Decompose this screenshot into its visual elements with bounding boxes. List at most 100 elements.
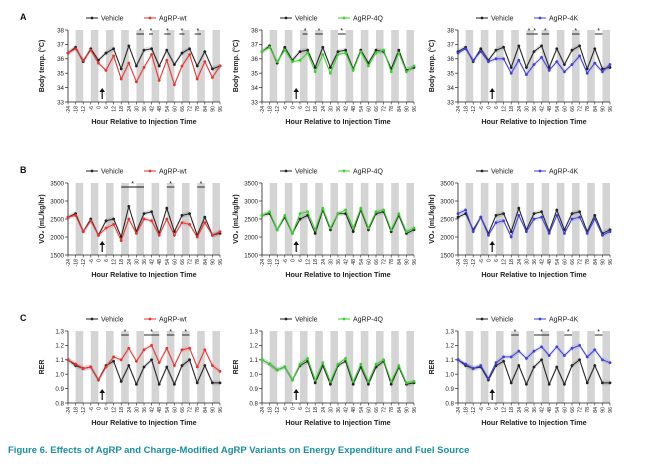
data-point: [336, 53, 340, 56]
figure-caption: Figure 6. Effects of AgRP and Charge-Mod…: [8, 445, 470, 456]
x-tick-label: 84: [397, 106, 403, 112]
data-point: [547, 382, 551, 386]
data-point: [74, 214, 77, 217]
dark-phase-band: [136, 331, 144, 403]
x-tick-label: 36: [142, 407, 148, 413]
x-tick-label: -18: [464, 106, 470, 114]
injection-arrow-head: [99, 88, 105, 92]
dark-phase-band: [197, 30, 205, 102]
dark-phase-band: [480, 30, 489, 102]
dark-phase-band: [284, 331, 293, 403]
x-tick-label: -6: [283, 407, 289, 412]
data-point: [283, 214, 287, 217]
x-tick-label: 18: [509, 407, 515, 413]
data-point: [211, 381, 214, 385]
x-tick-label: -12: [81, 407, 87, 415]
dark-phase-band: [300, 183, 308, 255]
x-tick-label: -12: [81, 106, 87, 114]
dark-phase-band: [166, 331, 175, 403]
x-tick-label: 90: [600, 259, 606, 265]
data-point: [479, 50, 483, 53]
data-point: [313, 381, 317, 385]
data-point: [321, 361, 325, 365]
data-point: [509, 66, 513, 69]
injection-arrow-head: [489, 88, 495, 92]
x-tick-label: 48: [547, 407, 553, 413]
x-tick-label: 78: [195, 407, 201, 413]
data-point: [150, 47, 154, 51]
x-tick-label: 84: [203, 106, 209, 112]
x-tick-label: 72: [188, 407, 194, 413]
x-tick-label: 12: [112, 407, 118, 413]
data-point: [329, 382, 332, 386]
legend-marker-variant: [148, 169, 152, 173]
x-tick-label: -12: [275, 407, 281, 415]
x-tick-label: 90: [404, 407, 410, 413]
x-tick-label: -24: [260, 259, 266, 267]
data-point: [532, 50, 536, 53]
data-point: [382, 48, 385, 52]
x-tick-label: 30: [524, 259, 530, 265]
data-point: [367, 380, 370, 383]
data-point: [344, 51, 347, 55]
x-tick-label: 96: [218, 407, 224, 413]
x-tick-label: 90: [404, 259, 410, 265]
data-point: [313, 228, 317, 232]
data-point: [608, 230, 612, 234]
x-tick-label: 78: [585, 106, 591, 112]
data-point: [517, 214, 521, 217]
data-point: [321, 206, 325, 210]
data-point: [306, 51, 309, 55]
x-tick-label: 84: [203, 407, 209, 413]
dark-phase-band: [121, 183, 129, 255]
dark-phase-band: [587, 30, 595, 102]
dark-phase-band: [526, 30, 534, 102]
y-tick-label: 37: [57, 42, 64, 49]
legend-label-vehicle: Vehicle: [295, 317, 318, 324]
data-point: [405, 70, 408, 74]
data-point: [540, 44, 543, 48]
data-point: [74, 47, 77, 51]
data-point: [150, 344, 154, 347]
x-tick-label: 42: [540, 407, 546, 413]
legend-label-variant: AgRP-wt: [159, 169, 187, 176]
x-tick-label: 48: [351, 106, 357, 112]
data-point: [142, 48, 146, 52]
data-point: [112, 47, 115, 51]
x-tick-label: -6: [283, 106, 289, 111]
legend-label-vehicle: Vehicle: [295, 169, 318, 176]
significance-label: *: [124, 329, 127, 336]
data-point: [367, 382, 370, 386]
x-tick-label: 60: [562, 407, 568, 413]
x-axis-title: Hour Relative to Injection Time: [91, 117, 196, 126]
data-point: [135, 359, 138, 363]
data-point: [412, 64, 416, 68]
x-tick-label: -6: [89, 259, 95, 264]
data-point: [329, 71, 332, 75]
x-tick-label: 6: [494, 407, 500, 410]
data-point: [283, 365, 287, 369]
data-point: [397, 51, 401, 55]
data-point: [456, 215, 460, 219]
x-tick-label: 96: [608, 407, 614, 413]
data-point: [389, 380, 393, 383]
x-tick-label: 42: [150, 407, 156, 413]
data-point: [173, 230, 176, 234]
data-point: [188, 223, 192, 226]
x-tick-label: 42: [150, 106, 156, 112]
x-tick-label: 12: [306, 259, 312, 265]
y-tick-label: 2500: [50, 216, 64, 223]
data-point: [555, 208, 559, 212]
y-tick-label: 36: [57, 56, 64, 63]
data-point: [81, 367, 85, 370]
x-tick-label: 36: [142, 259, 148, 265]
data-point: [313, 66, 317, 69]
data-point: [374, 362, 378, 366]
data-point: [165, 346, 169, 350]
dark-phase-band: [269, 30, 278, 102]
dark-phase-band: [480, 183, 489, 255]
data-point: [382, 358, 385, 362]
x-tick-label: 66: [570, 259, 576, 265]
data-point: [540, 55, 543, 59]
